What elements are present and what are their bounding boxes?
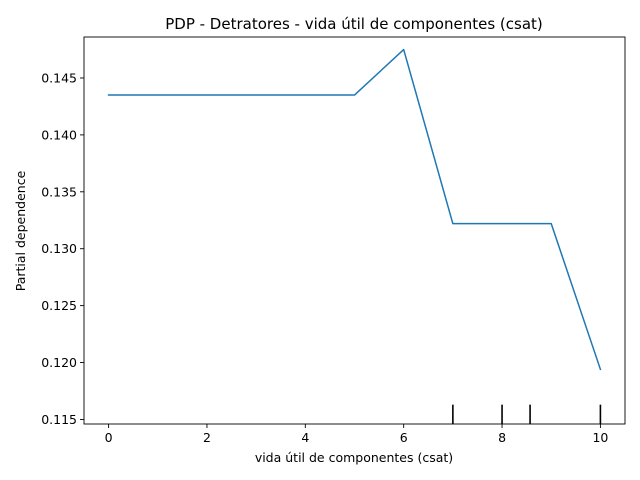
x-tick-label: 6 xyxy=(400,430,408,445)
y-tick-label: 0.125 xyxy=(41,298,77,313)
series-line-0 xyxy=(107,48,602,371)
chart-title: PDP - Detratores - vida útil de componen… xyxy=(165,15,543,33)
y-tick-label: 0.135 xyxy=(41,184,77,199)
axes-frame xyxy=(83,36,626,425)
x-tick-label: 2 xyxy=(203,430,211,445)
x-tick-label: 8 xyxy=(498,430,506,445)
y-tick-label: 0.145 xyxy=(41,70,77,85)
x-axis-label: vida útil de componentes (csat) xyxy=(255,450,453,465)
x-tick-label: 0 xyxy=(105,430,113,445)
x-tick-label: 4 xyxy=(301,430,309,445)
plot-area xyxy=(107,48,602,424)
y-tick-label: 0.130 xyxy=(41,241,77,256)
y-tick-label: 0.120 xyxy=(41,355,77,370)
y-axis-label: Partial dependence xyxy=(13,170,28,291)
axes: 0 2 4 6 8 10 0.115 0.120 0.125 0.130 0.135 0.140 0.1… xyxy=(41,36,626,445)
y-tick-label: 0.115 xyxy=(41,412,77,427)
y-tick-label: 0.140 xyxy=(41,127,77,142)
x-tick-label: 10 xyxy=(592,430,608,445)
